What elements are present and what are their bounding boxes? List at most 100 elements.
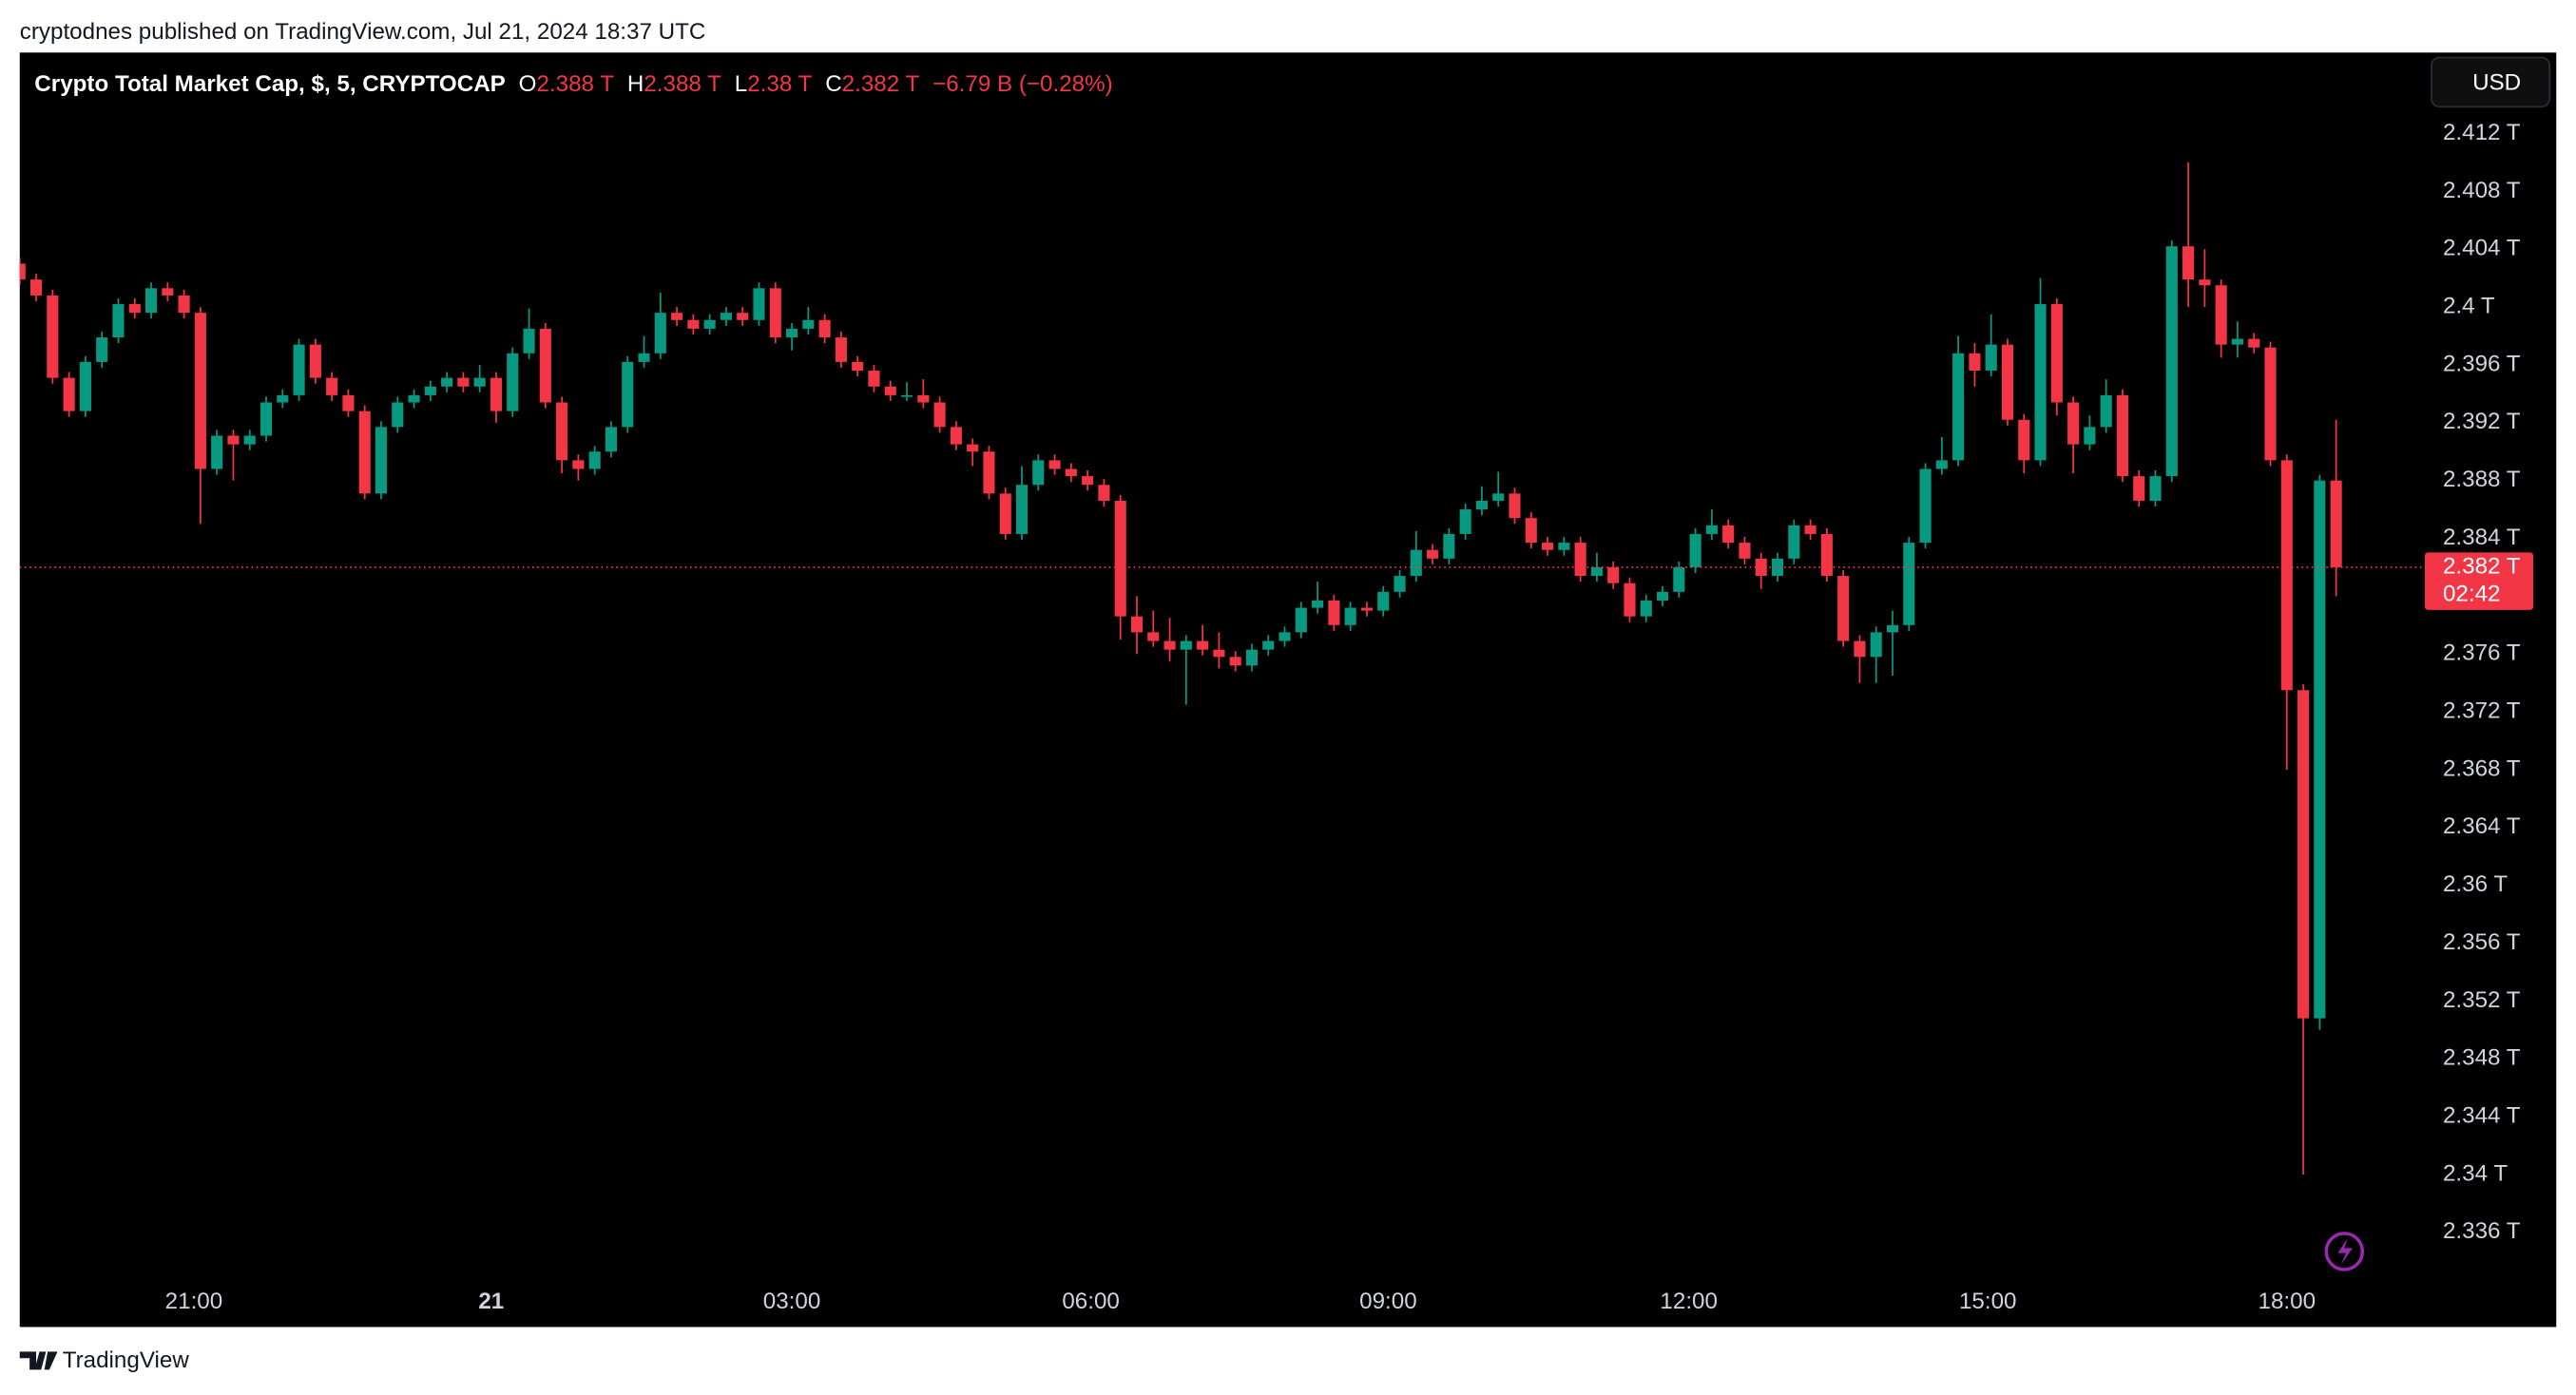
candle-body [1295,607,1307,633]
candle-body [1590,566,1603,577]
candle-body [884,386,896,395]
candle-body [1771,558,1784,577]
y-tick-label: 2.392 T [2443,409,2521,434]
x-tick-label: 12:00 [1660,1289,1718,1314]
candle-body [408,394,420,403]
alert-icon[interactable] [2324,1232,2365,1271]
x-tick-label: 15:00 [1959,1289,2017,1314]
y-tick-label: 2.4 T [2443,293,2495,318]
candle-body [277,394,289,403]
candle-body [1163,640,1176,650]
candle-body [1509,493,1521,519]
candle-body [737,313,749,320]
candle-body [2084,427,2096,445]
candle-body [2215,285,2227,345]
candle-body [2297,690,2310,1019]
y-tick-label: 2.348 T [2443,1045,2521,1071]
candle-body [473,377,486,387]
candle-body [1262,640,1275,650]
candle-body [1427,549,1439,559]
candle-body [868,371,880,387]
y-tick-label: 2.404 T [2443,236,2521,261]
candle-body [1542,543,1554,550]
candle-body [1130,616,1144,633]
candle-body [1394,576,1406,592]
candle-body [1886,624,1899,633]
candle-body [1443,533,1455,559]
open-label: O [519,71,537,97]
candle-body [2314,480,2326,1019]
candle-body [1952,353,1965,461]
candle-body [30,279,43,296]
candle-body [1969,353,1981,372]
candle-body [654,313,666,354]
candle-body [818,319,831,338]
high-label: H [627,71,644,97]
currency-button-bg[interactable] [2431,56,2551,108]
y-tick-label: 2.34 T [2443,1160,2508,1186]
candle-body [1820,533,1833,577]
candle-body [1804,525,1817,534]
candle-body [2280,460,2293,691]
candle-body [523,328,535,354]
candle-body [162,288,174,296]
price-axis: 2.412 T 2.408 T 2.404 T 2.4 T 2.396 T 2.392 T… [165,120,2534,1314]
candle-body [638,353,650,362]
candle-body [802,319,815,329]
candle-body [1147,632,1160,641]
candle-body [211,435,223,469]
candle-body [1278,632,1291,641]
candle-body [1656,591,1669,601]
candle-body [178,295,190,314]
candle-body [1328,600,1340,625]
brand-logo: TradingView [19,1347,190,1373]
candle-body [753,288,765,320]
candle-body [1098,485,1110,501]
candle-body [47,295,59,378]
candle-body [1788,525,1800,559]
candle-body [2231,338,2243,345]
candle-body [1722,525,1735,544]
candle-body [112,304,125,338]
plot-area [19,162,2424,1175]
alert-icon-ring[interactable] [2324,1232,2365,1271]
candle-body [1919,468,1932,544]
candle-body [441,377,453,387]
close-value: 2.382 T [842,71,920,97]
candle-body [967,444,979,452]
candle-body [2182,246,2195,280]
candle-body [1197,640,1209,650]
currency-button[interactable]: USD [2431,56,2551,108]
y-tick-label: 2.372 T [2443,698,2521,723]
alert-icon-bolt[interactable] [2337,1238,2353,1265]
y-tick-label: 2.336 T [2443,1218,2521,1244]
candle-body [1344,607,1356,625]
candle-body [622,361,634,428]
candle-body [588,451,601,469]
candle-body [950,427,962,445]
candle-body [293,344,305,395]
x-tick-label: 09:00 [1359,1289,1417,1314]
candle-body [1229,657,1241,666]
legend-header: Crypto Total Market Cap, $, 5, CRYPTOCAP… [34,71,1112,97]
candle-body [2116,394,2129,477]
candle-body [900,394,913,397]
y-tick-label: 2.344 T [2443,1102,2521,1128]
candle-body [1935,460,1948,469]
candle-body [1312,600,1324,608]
candle-body [375,427,388,494]
candle-body [2330,480,2342,567]
low-value: 2.38 T [747,71,812,97]
currency-button-label[interactable]: USD [2472,70,2521,96]
candle-body [687,319,700,329]
candle-body [128,304,141,314]
y-tick-label: 2.36 T [2443,871,2508,897]
symbol-title: Crypto Total Market Cap, $, 5, CRYPTOCAP [34,71,505,97]
candle-body [1492,493,1505,501]
last-price-badge [2424,552,2534,610]
candle-body [326,377,338,395]
candle-body [1870,632,1882,658]
brand-name: TradingView [63,1347,190,1373]
candle-body [2018,419,2030,461]
